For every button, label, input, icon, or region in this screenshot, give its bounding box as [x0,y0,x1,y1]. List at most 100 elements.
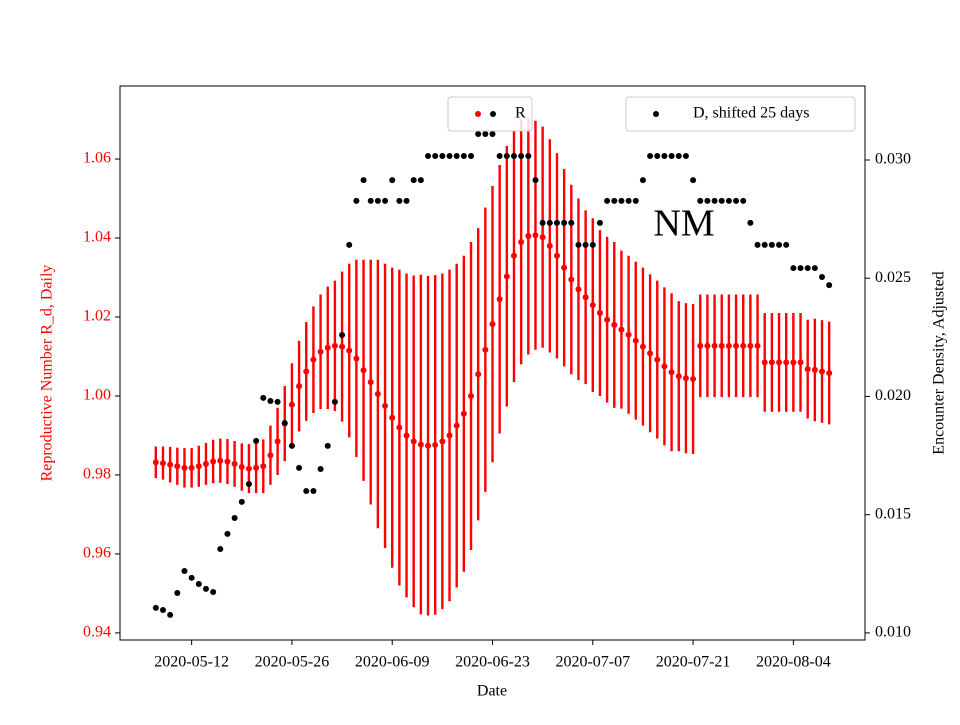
data-point [768,359,775,366]
data-point [274,398,281,405]
y-tick-label: 1.00 [83,387,111,404]
data-point [403,432,410,439]
data-point [188,464,195,471]
data-point [482,346,489,353]
y2-axis-label: Encounter Density, Adjusted [931,271,948,454]
data-point [568,276,575,283]
data-point [618,197,625,204]
data-point [518,152,525,159]
data-point [468,152,475,159]
data-point [439,152,446,159]
data-point [776,359,783,366]
data-point [224,530,231,537]
data-point [647,350,654,357]
data-point [417,441,424,448]
data-point [296,464,303,471]
data-point [589,302,596,309]
data-point [525,233,532,240]
data-point [410,438,417,445]
data-point [582,294,589,301]
data-point [210,589,217,596]
y2-tick-label: 0.030 [875,151,911,168]
data-point [661,152,668,159]
data-point [382,402,389,409]
data-point [167,461,174,468]
data-point [790,359,797,366]
data-point [510,152,517,159]
data-point [288,442,295,449]
y-tick-label: 0.98 [83,466,111,483]
data-point [152,459,159,466]
data-point [403,197,410,204]
data-point [604,197,611,204]
x-tick-label: 2020-05-12 [154,654,229,671]
data-point [267,397,274,404]
data-point [704,197,711,204]
data-point [174,463,181,470]
y-tick-label: 1.06 [83,150,111,167]
data-point [568,219,575,226]
data-point [819,368,826,375]
data-point [432,152,439,159]
data-point [152,604,159,611]
data-point [604,316,611,323]
data-point [210,458,217,465]
data-point [697,197,704,204]
data-point [711,342,718,349]
data-point [339,343,346,350]
data-point [217,457,224,464]
data-point [346,347,353,354]
data-point [675,373,682,380]
data-point [654,152,661,159]
data-point [181,464,188,471]
y-tick-label: 1.02 [83,308,111,325]
y2-tick-label: 0.020 [875,387,911,404]
data-point [367,197,374,204]
data-point [468,392,475,399]
data-point [811,265,818,272]
legend-label: D, shifted 25 days [693,105,809,122]
data-point [661,363,668,370]
data-point [188,574,195,581]
data-point [668,152,675,159]
data-point [690,177,697,184]
data-point [697,342,704,349]
data-point [410,177,417,184]
data-point [704,342,711,349]
data-point [539,219,546,226]
data-point [632,337,639,344]
data-point [575,241,582,248]
data-point [181,567,188,574]
data-point [159,606,166,613]
data-point [776,241,783,248]
y-tick-label: 0.94 [83,624,111,641]
data-point [768,241,775,248]
data-point [425,442,432,449]
data-point [783,241,790,248]
data-point [546,219,553,226]
data-point [253,437,260,444]
x-tick-label: 2020-06-23 [455,654,530,671]
data-point [374,197,381,204]
data-point [747,219,754,226]
data-point [260,463,267,470]
data-point [503,152,510,159]
data-point [195,580,202,587]
data-point [317,348,324,355]
data-point [303,488,310,495]
data-point [496,296,503,303]
data-point [245,480,252,487]
x-tick-label: 2020-08-04 [756,654,831,671]
data-point [389,414,396,421]
legend-box [625,96,856,132]
data-point [496,152,503,159]
data-point [288,401,295,408]
legend-marker [653,111,659,117]
data-point [711,197,718,204]
data-point [797,359,804,366]
data-point [811,366,818,373]
data-point [274,438,281,445]
data-point [790,265,797,272]
data-point [453,152,460,159]
